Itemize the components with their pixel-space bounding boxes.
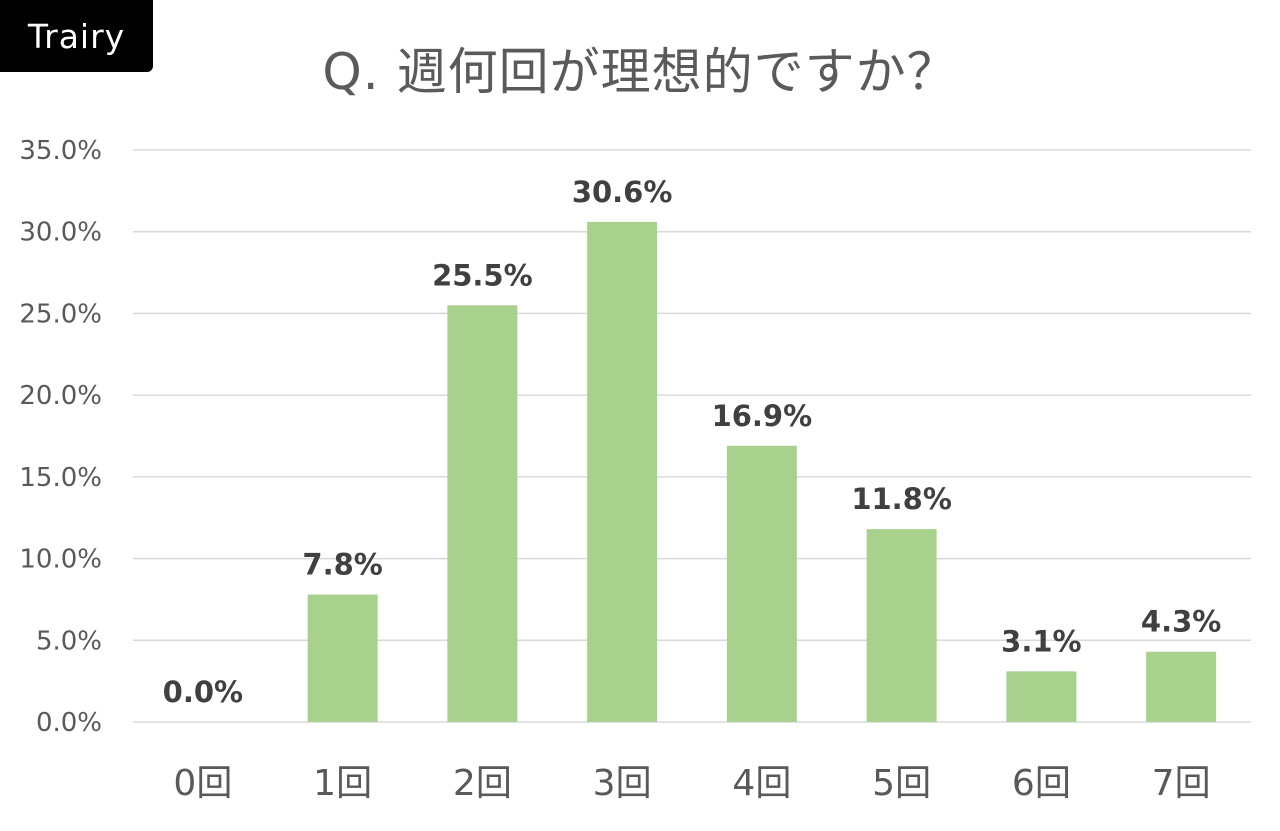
data-labels: 0.0% 7.8% 25.5% 30.6% 16.9% 11.8% 3.1% 4.3% [163,175,1222,709]
bar [307,594,378,722]
data-label: 7.8% [302,548,382,582]
data-label: 0.0% [163,675,243,709]
x-category-label: 2回 [453,763,512,804]
x-category-label: 1回 [313,763,372,804]
x-category-label: 4回 [732,763,791,804]
chart-title: Q. 週何回が理想的ですか？ [322,43,958,101]
y-tick-label: 15.0% [19,463,102,493]
x-category-label: 6回 [1012,763,1071,804]
x-category-label: 5回 [872,763,931,804]
data-label: 4.3% [1141,605,1221,639]
y-tick-label: 10.0% [19,545,102,575]
x-category-label: 7回 [1152,763,1211,804]
x-category-label: 3回 [593,763,652,804]
bar [866,529,937,722]
bar [447,305,518,722]
y-axis-ticks: 0.0% 5.0% 10.0% 15.0% 20.0% 25.0% 30.0% 35.0% [19,136,102,738]
brand-logo: Trairy [0,0,153,72]
bar [726,445,797,722]
bar [1006,671,1077,722]
bar [587,221,658,722]
data-label: 25.5% [432,258,533,292]
y-tick-label: 30.0% [19,218,102,248]
y-tick-label: 0.0% [36,708,102,738]
y-tick-label: 20.0% [19,381,102,411]
data-label: 30.6% [572,175,673,209]
data-label: 11.8% [851,482,952,516]
gridlines [133,149,1251,723]
y-tick-label: 35.0% [19,136,102,166]
data-label: 16.9% [712,399,813,433]
x-axis-categories: 0回 1回 2回 3回 4回 5回 6回 7回 [173,763,1210,804]
bars [307,221,1217,722]
brand-logo-text: Trairy [27,16,126,56]
y-tick-label: 25.0% [19,299,102,329]
data-label: 3.1% [1001,624,1081,658]
bar [1146,651,1217,722]
y-tick-label: 5.0% [36,626,102,656]
x-category-label: 0回 [173,763,232,804]
